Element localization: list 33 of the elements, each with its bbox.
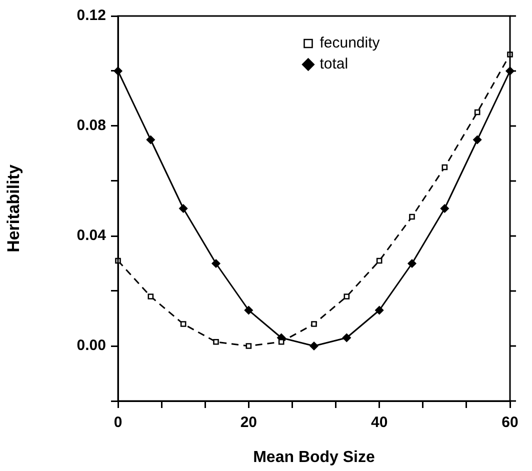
point (473, 136, 482, 144)
point (179, 204, 188, 213)
x-tick-label: 20 (240, 414, 258, 432)
point (180, 321, 186, 327)
x-tick-label: 60 (502, 414, 518, 432)
point (148, 294, 154, 300)
point (442, 164, 448, 170)
y-tick-label: 0.04 (76, 227, 107, 244)
point (146, 136, 155, 144)
point (408, 259, 416, 268)
point (213, 338, 219, 345)
text: 0.00 (76, 337, 106, 354)
point (244, 306, 253, 314)
point (342, 334, 351, 342)
point (278, 338, 284, 345)
point (375, 306, 384, 314)
point (344, 294, 350, 300)
point (310, 342, 318, 350)
point (376, 258, 382, 264)
point (409, 214, 415, 220)
legend-label: fecundity (320, 34, 380, 52)
point (474, 109, 480, 116)
x-tick-label: 40 (370, 414, 388, 432)
x-tick-label: 0 (114, 414, 122, 432)
legend-label: total (320, 56, 348, 73)
x-axis-title: Mean Body Size (253, 448, 375, 466)
point (440, 204, 449, 213)
point (311, 321, 317, 327)
y-axis-title: Heritability (4, 164, 23, 252)
y-tick-label: 0.08 (76, 117, 106, 134)
y-tick-label: 0.12 (76, 7, 106, 24)
point (212, 259, 220, 268)
point (246, 343, 252, 349)
